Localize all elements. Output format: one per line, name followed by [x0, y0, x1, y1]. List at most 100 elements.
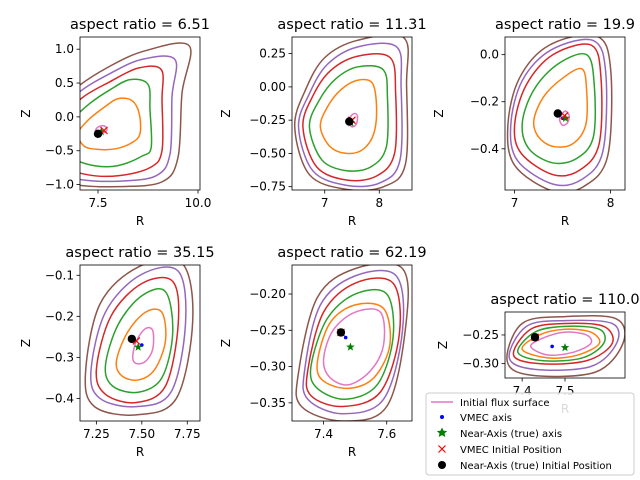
flux-surface-line [305, 277, 402, 408]
legend-entry: Near-Axis (true) Initial Position [438, 461, 612, 472]
flux-surface-line [80, 55, 178, 183]
legend-label: Near-Axis (true) axis [460, 429, 562, 440]
flux-surface-line [295, 265, 410, 421]
legend-label: Initial flux surface [460, 398, 550, 409]
x-axis-label: R [561, 214, 569, 228]
y-tick-label: −0.30 [462, 357, 499, 371]
near-axis-initial-point [127, 334, 137, 344]
flux-surface-line [521, 328, 601, 359]
near-axis-initial-point [553, 109, 562, 118]
y-tick-label: 0.0 [480, 48, 499, 62]
flux-surface-line [513, 43, 603, 177]
x-tick-label: 8 [607, 196, 615, 210]
flux-surfaces [295, 265, 410, 421]
legend-entry: VMEC Initial Position [438, 445, 562, 456]
near-axis-initial-point [530, 333, 540, 342]
chart-title: aspect ratio = 62.19 [277, 245, 426, 261]
near-axis-star [346, 342, 355, 351]
flux-surface-line [115, 308, 167, 381]
legend-label: VMEC Initial Position [460, 445, 562, 456]
y-tick-label: −0.5 [45, 144, 74, 158]
near-axis-initial-point [345, 117, 354, 126]
flux-surface-line [316, 302, 392, 390]
flux-surface-line [80, 42, 192, 188]
x-tick-label: 7.5 [88, 196, 107, 210]
flux-surface-line [293, 37, 409, 190]
flux-surface-line [302, 53, 398, 182]
legend-frame [425, 392, 635, 476]
y-axis-label: Z [219, 109, 233, 117]
flux-surface-line [509, 38, 608, 187]
y-tick-label: −0.3 [45, 350, 74, 364]
legend-label: VMEC axis [460, 413, 512, 424]
y-tick-label: 1.0 [55, 42, 74, 56]
y-tick-label: −0.4 [470, 142, 499, 156]
near-axis-initial-point [336, 328, 346, 337]
y-tick-label: 0.00 [259, 80, 286, 94]
x-tick-label: 7.50 [128, 427, 155, 441]
chart-title: aspect ratio = 11.31 [277, 17, 426, 33]
y-axis-label: Z [432, 109, 446, 117]
flux-surface-line [302, 269, 405, 415]
legend-star-marker [436, 427, 448, 437]
chart-title: aspect ratio = 6.51 [70, 17, 210, 33]
y-tick-label: −0.50 [249, 146, 286, 160]
y-tick-label: −0.25 [249, 323, 286, 337]
y-tick-label: −0.35 [249, 396, 286, 410]
near-axis-star [560, 343, 570, 352]
axes-frame [504, 36, 626, 191]
y-tick-label: −0.2 [470, 95, 499, 109]
x-tick-label: 7.4 [314, 427, 333, 441]
flux-surface-line [80, 97, 142, 151]
y-tick-label: −0.25 [462, 328, 499, 342]
chart-panel: aspect ratio = 62.19 7.4 7.6 −0.35 −0.30 −0.2… [219, 245, 427, 459]
near-axis-star [133, 342, 143, 351]
y-tick-label: −0.4 [45, 391, 74, 405]
near-axis-star [561, 113, 570, 122]
flux-surface-line [512, 322, 614, 365]
legend-label: Near-Axis (true) Initial Position [460, 461, 612, 472]
y-tick-label: 0.0 [55, 110, 74, 124]
x-tick-label: 8 [375, 196, 383, 210]
legend-dot-marker [440, 415, 444, 419]
flux-surface-line [506, 37, 613, 190]
y-tick-label: 0.5 [55, 76, 74, 90]
x-axis-label: R [136, 445, 144, 459]
x-tick-label: 7.25 [83, 427, 110, 441]
chart-title: aspect ratio = 35.15 [65, 245, 214, 261]
y-tick-label: −1.0 [45, 178, 74, 192]
legend: Initial flux surface VMEC axis Near-Axis… [425, 392, 635, 476]
flux-surface-line [308, 64, 389, 172]
chart-panel: aspect ratio = 19.9 7 8 −0.4 −0.2 0.0 R Z [432, 17, 635, 228]
flux-surfaces [506, 315, 625, 378]
y-axis-label: Z [19, 109, 33, 117]
flux-surface-line [508, 319, 620, 372]
vmec-axis-point [550, 344, 554, 349]
vmec-axis-point [343, 335, 348, 340]
flux-surface-line [532, 67, 589, 148]
legend-entry: VMEC axis [440, 413, 512, 424]
x-axis-label: R [348, 445, 356, 459]
near-axis-initial-point [93, 129, 103, 139]
flux-surface-line [309, 288, 395, 400]
x-tick-label: 10.0 [185, 196, 212, 210]
axes-frame [291, 264, 413, 422]
chart-panel: aspect ratio = 11.31 7 8 −0.75 −0.50 −0.25 0.0… [219, 17, 427, 228]
x-tick-label: 7.75 [174, 427, 201, 441]
flux-surfaces [506, 37, 613, 190]
x-axis-label: R [348, 214, 356, 228]
flux-surface-line [297, 42, 403, 188]
x-axis-label: R [136, 214, 144, 228]
y-tick-label: −0.75 [249, 180, 286, 194]
y-axis-label: Z [436, 341, 450, 349]
flux-surface-line [89, 266, 187, 408]
flux-surface-line [322, 308, 386, 386]
chart-title: aspect ratio = 19.9 [495, 17, 635, 33]
axes-frame [79, 36, 201, 191]
flux-surface-line [80, 78, 153, 168]
y-axis-label: Z [219, 339, 233, 347]
flux-surface-line [80, 65, 164, 178]
flux-surface-line [84, 265, 194, 416]
